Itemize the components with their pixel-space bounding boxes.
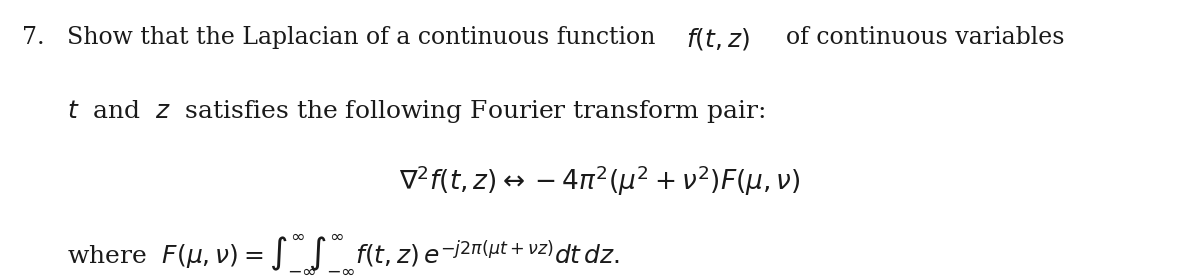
Text: $f(t, z)$: $f(t, z)$: [686, 27, 750, 52]
Text: where  $F(\mu, \nu) = \int_{-\infty}^{\infty}\!\!\int_{-\infty}^{\infty} f(t, z): where $F(\mu, \nu) = \int_{-\infty}^{\in…: [67, 232, 620, 276]
Text: $\nabla^2 f(t, z) \leftrightarrow -4\pi^2(\mu^2 + \nu^2)F(\mu, \nu)$: $\nabla^2 f(t, z) \leftrightarrow -4\pi^…: [400, 163, 800, 198]
Text: of continuous variables: of continuous variables: [786, 27, 1064, 50]
Text: Show that the Laplacian of a continuous function: Show that the Laplacian of a continuous …: [67, 27, 655, 50]
Text: $t$  and  $z$  satisfies the following Fourier transform pair:: $t$ and $z$ satisfies the following Four…: [67, 98, 766, 125]
Text: 7.: 7.: [22, 27, 44, 50]
